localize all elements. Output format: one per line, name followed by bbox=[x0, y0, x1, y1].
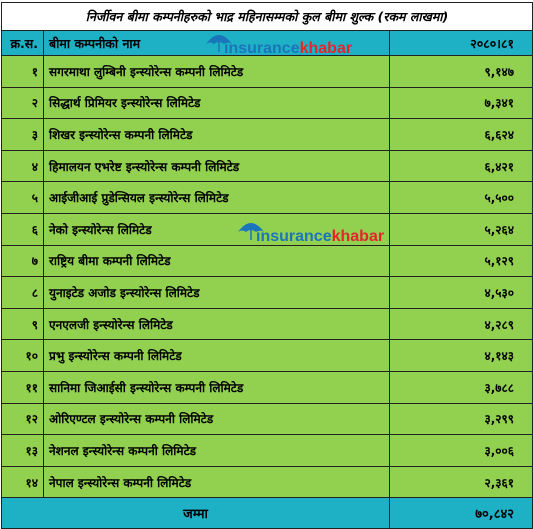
table-row: ८ युनाइटेड अजोड इन्स्योरेन्स लिमिटेड ४,५… bbox=[1, 276, 533, 309]
row-premium-value: ९,१४७ bbox=[389, 55, 533, 88]
row-company-name: सगरमाथा लुम्बिनी इन्स्योरेन्स कम्पनी लिम… bbox=[43, 55, 390, 88]
row-premium-value: ६,६२४ bbox=[389, 118, 533, 151]
row-premium-value: ५,१२९ bbox=[389, 244, 533, 278]
row-company-name: नेको इन्स्योरेन्स लिमिटेड bbox=[43, 212, 390, 246]
watermark-text-khabar: khabar bbox=[299, 40, 353, 57]
row-serial: १ bbox=[1, 55, 44, 88]
total-value: ७०,८४२ bbox=[389, 497, 533, 529]
row-premium-value: ५,५०० bbox=[389, 181, 533, 214]
row-premium-value: ४,१४३ bbox=[389, 339, 533, 372]
table-row: १४ नेपाल इन्स्योरेन्स कम्पनी लिमिटेड २,३… bbox=[1, 465, 533, 499]
row-premium-value: ६,४२१ bbox=[389, 149, 533, 183]
row-premium-value: ३,००६ bbox=[389, 434, 533, 467]
row-serial: १४ bbox=[1, 465, 44, 499]
row-serial: १३ bbox=[1, 434, 44, 467]
insurancekhabar-watermark-logo: insurance khabar bbox=[236, 223, 385, 246]
total-label: जम्मा bbox=[1, 497, 390, 529]
table-total-row: जम्मा ७०,८४२ bbox=[1, 497, 533, 529]
row-company-name: युनाइटेड अजोड इन्स्योरेन्स लिमिटेड bbox=[43, 276, 390, 309]
row-premium-value: २,३६१ bbox=[389, 465, 533, 499]
table-row: ६ नेको इन्स्योरेन्स लिमिटेड ५,२६४ bbox=[1, 212, 533, 246]
row-company-name: नेपाल इन्स्योरेन्स कम्पनी लिमिटेड bbox=[43, 465, 390, 499]
umbrella-icon bbox=[236, 223, 270, 246]
row-serial: ३ bbox=[1, 118, 44, 151]
insurancekhabar-watermark-logo: insurance khabar bbox=[204, 35, 353, 58]
row-company-name: शिखर इन्स्योरेन्स कम्पनी लिमिटेड bbox=[43, 118, 390, 151]
row-serial: ५ bbox=[1, 181, 44, 214]
row-premium-value: ७,३४१ bbox=[389, 86, 533, 120]
watermark-text-insurance: insurance bbox=[224, 40, 300, 57]
row-serial: ४ bbox=[1, 149, 44, 183]
row-company-name: सिद्धार्थ प्रिमियर इन्स्योरेन्स लिमिटेड bbox=[43, 86, 390, 120]
row-serial: १२ bbox=[1, 402, 44, 436]
table-row: ११ सानिमा जिआईसी इन्स्योरेन्स कम्पनी लिम… bbox=[1, 370, 533, 404]
row-premium-value: ४,५३० bbox=[389, 276, 533, 309]
row-serial: ८ bbox=[1, 276, 44, 309]
row-premium-value: ४,२८९ bbox=[389, 307, 533, 341]
row-serial: ९ bbox=[1, 307, 44, 341]
row-company-name: राष्ट्रिय बीमा कम्पनी लिमिटेड bbox=[43, 244, 390, 278]
table-header-row: क्र.स. बीमा कम्पनीको नाम २०८०।८१ bbox=[1, 30, 533, 56]
table-row: ७ राष्ट्रिय बीमा कम्पनी लिमिटेड ५,१२९ bbox=[1, 244, 533, 278]
row-serial: १० bbox=[1, 339, 44, 372]
row-serial: २ bbox=[1, 86, 44, 120]
table-row: ९ एनएलजी इन्स्योरेन्स लिमिटेड ४,२८९ bbox=[1, 307, 533, 341]
umbrella-icon bbox=[204, 35, 238, 58]
row-company-name: नेशनल इन्स्योरेन्स कम्पनी लिमिटेड bbox=[43, 434, 390, 467]
row-serial: ७ bbox=[1, 244, 44, 278]
table-row: १३ नेशनल इन्स्योरेन्स कम्पनी लिमिटेड ३,०… bbox=[1, 434, 533, 467]
row-serial: ११ bbox=[1, 370, 44, 404]
header-serial: क्र.स. bbox=[1, 30, 44, 56]
watermark-text-insurance: insurance bbox=[256, 228, 332, 245]
table-row: ५ आईजीआई प्रुडेन्सियल इन्स्योरेन्स लिमिट… bbox=[1, 181, 533, 214]
row-serial: ६ bbox=[1, 212, 44, 246]
watermark-text-khabar: khabar bbox=[331, 228, 385, 245]
row-company-name: एनएलजी इन्स्योरेन्स लिमिटेड bbox=[43, 307, 390, 341]
row-company-name: ओरिएण्टल इन्स्योरेन्स कम्पनी लिमिटेड bbox=[43, 402, 390, 436]
table-row: ४ हिमालयन एभरेष्ट इन्स्योरेन्स कम्पनी लि… bbox=[1, 149, 533, 183]
row-company-name: सानिमा जिआईसी इन्स्योरेन्स कम्पनी लिमिटे… bbox=[43, 370, 390, 404]
table-row: ३ शिखर इन्स्योरेन्स कम्पनी लिमिटेड ६,६२४ bbox=[1, 118, 533, 151]
row-premium-value: ५,२६४ bbox=[389, 212, 533, 246]
table-title-row: निर्जीवन बीमा कम्पनीहरुको भाद्र महिनासम्… bbox=[1, 2, 533, 31]
table-row: १ सगरमाथा लुम्बिनी इन्स्योरेन्स कम्पनी ल… bbox=[1, 55, 533, 88]
row-company-name: प्रभु इन्स्योरेन्स कम्पनी लिमिटेड bbox=[43, 339, 390, 372]
row-company-name: हिमालयन एभरेष्ट इन्स्योरेन्स कम्पनी लिमि… bbox=[43, 149, 390, 183]
table-row: १२ ओरिएण्टल इन्स्योरेन्स कम्पनी लिमिटेड … bbox=[1, 402, 533, 436]
table-title: निर्जीवन बीमा कम्पनीहरुको भाद्र महिनासम्… bbox=[1, 2, 533, 31]
row-company-name: आईजीआई प्रुडेन्सियल इन्स्योरेन्स लिमिटेड bbox=[43, 181, 390, 214]
header-year: २०८०।८१ bbox=[389, 30, 533, 56]
table-row: २ सिद्धार्थ प्रिमियर इन्स्योरेन्स लिमिटे… bbox=[1, 86, 533, 120]
table-row: १० प्रभु इन्स्योरेन्स कम्पनी लिमिटेड ४,१… bbox=[1, 339, 533, 372]
row-premium-value: ३,७८८ bbox=[389, 370, 533, 404]
row-premium-value: ३,२९९ bbox=[389, 402, 533, 436]
